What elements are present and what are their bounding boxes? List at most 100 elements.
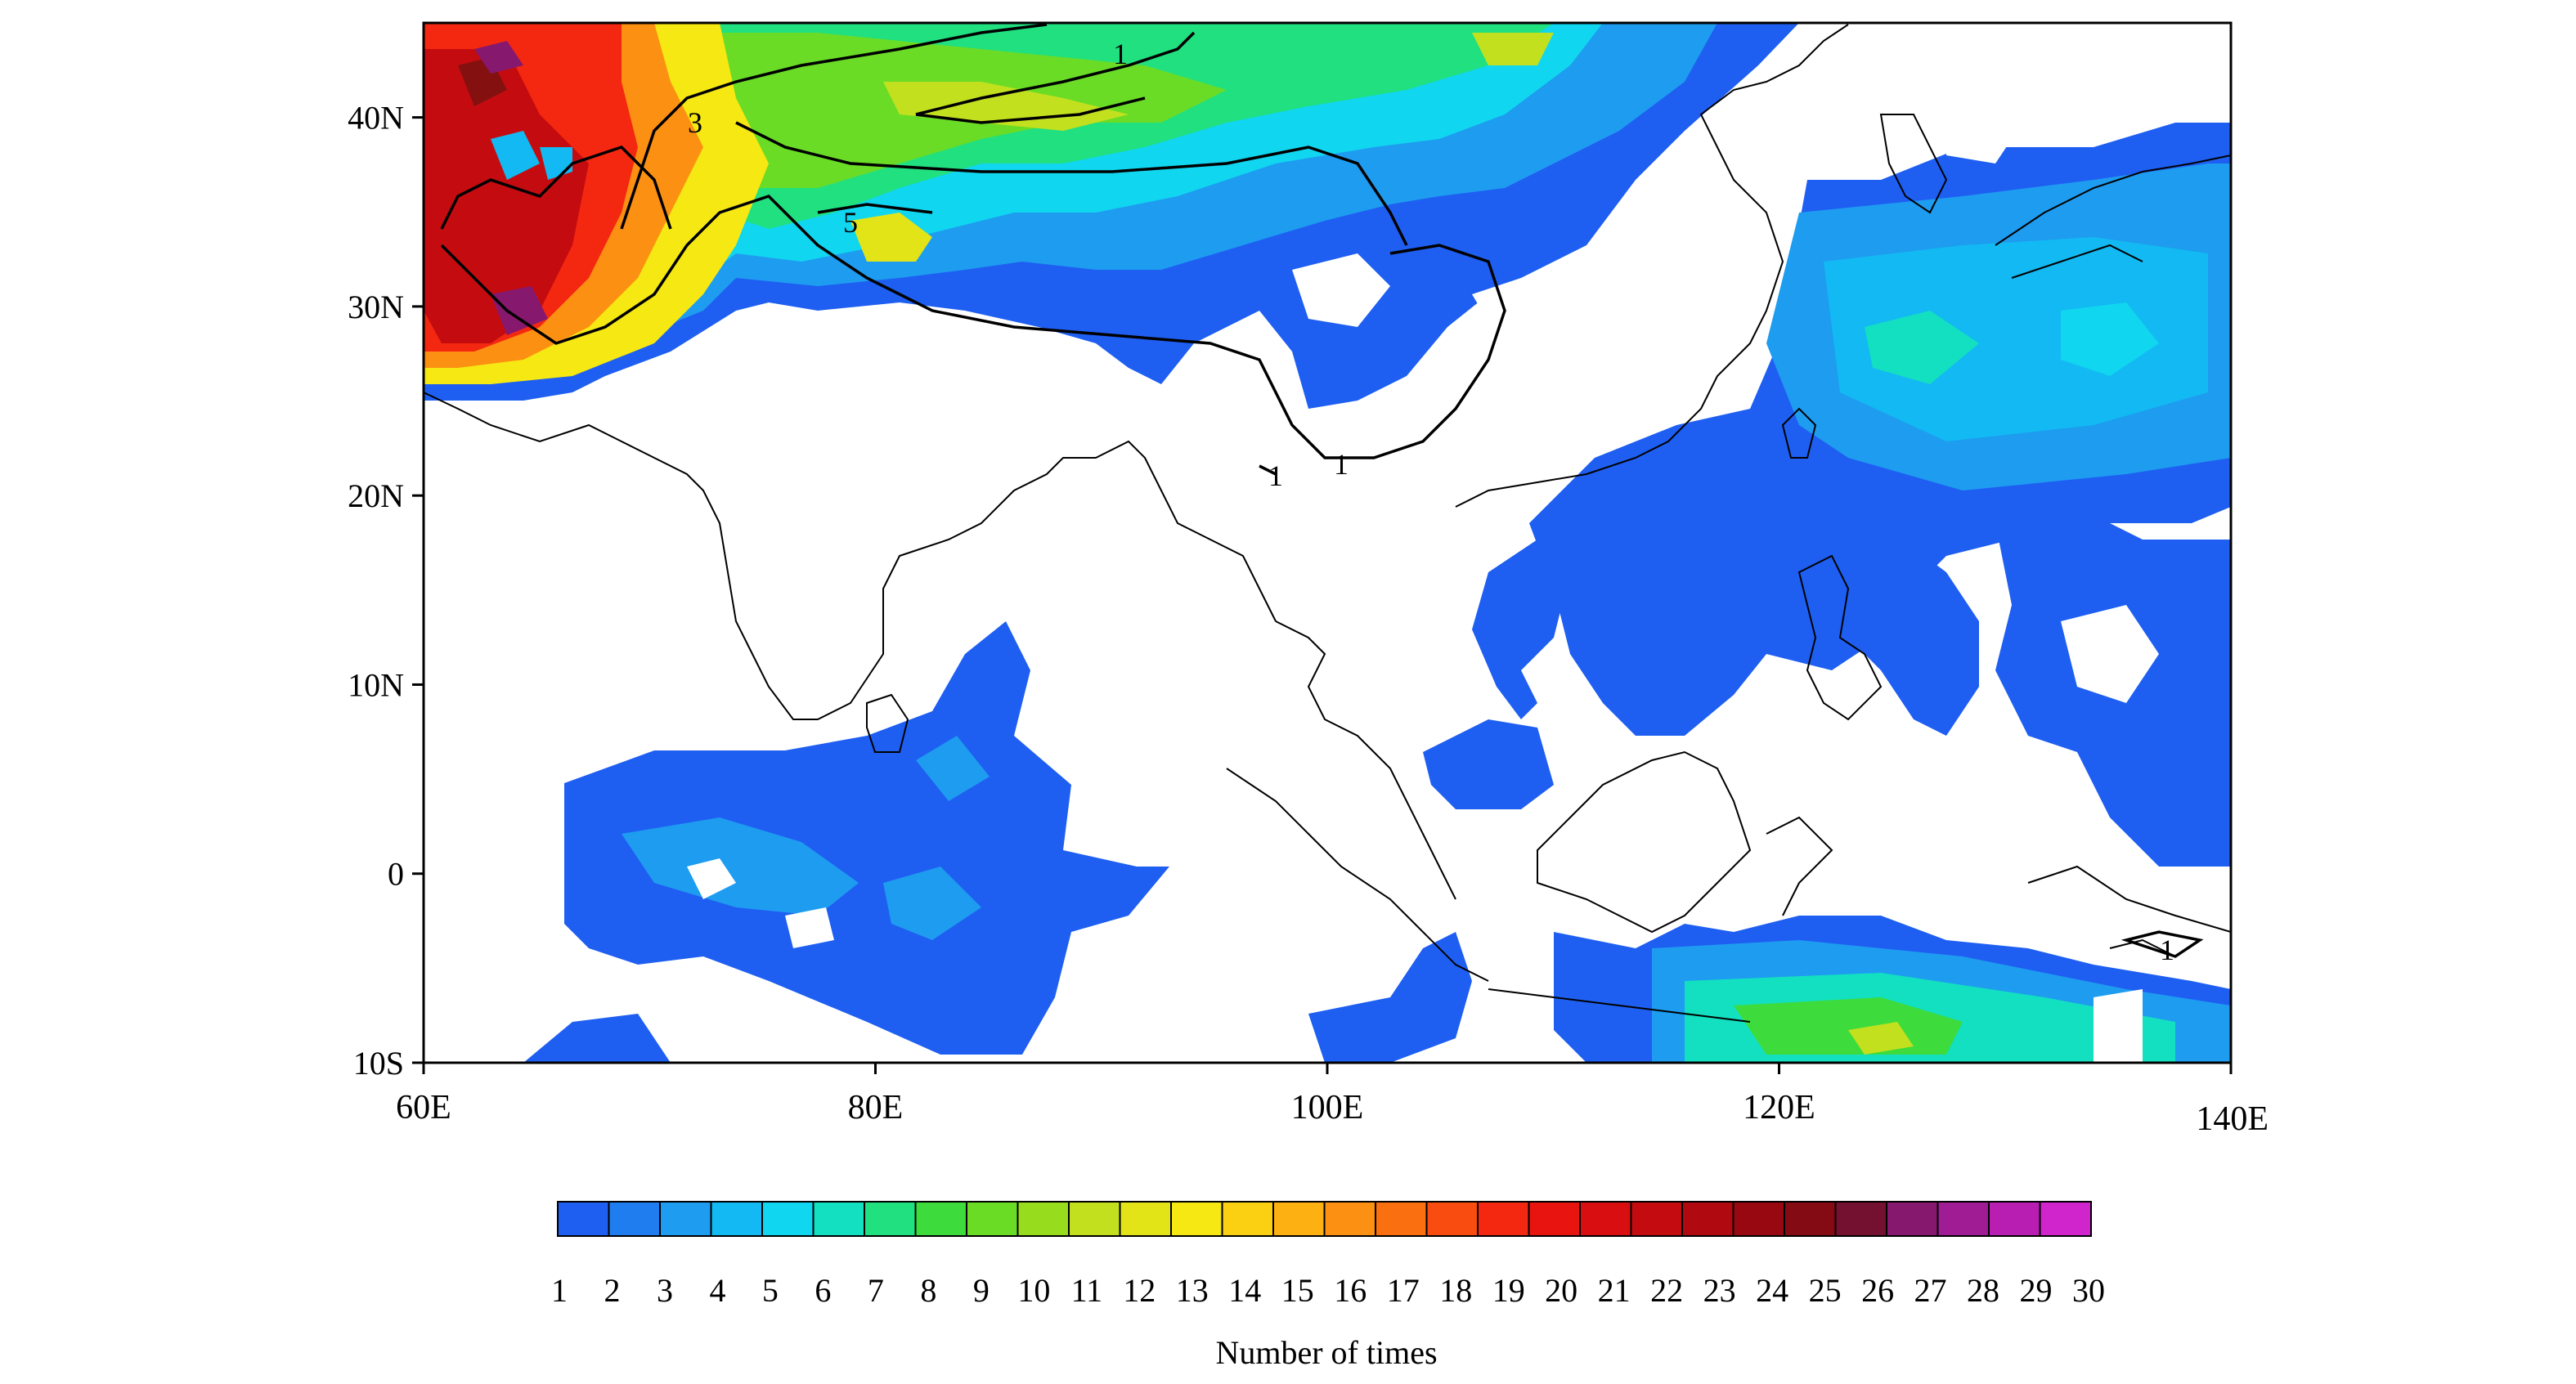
indian-ocean-region bbox=[523, 621, 1169, 1063]
colorbar-tick-label: 30 bbox=[2072, 1272, 2105, 1309]
southeast-asia-region bbox=[1308, 540, 1570, 1063]
colorbar-tick-label: 22 bbox=[1650, 1272, 1683, 1309]
contour-line-1-north bbox=[915, 31, 1196, 124]
colorbar-swatch bbox=[761, 1201, 815, 1237]
colorbar-tick-label: 16 bbox=[1334, 1272, 1367, 1309]
colorbar-swatch bbox=[1425, 1201, 1479, 1237]
x-axis: 60E 80E 100E 120E 140E bbox=[396, 1063, 2269, 1138]
colorbar-swatch bbox=[1681, 1201, 1735, 1237]
coast-srilanka bbox=[866, 693, 909, 753]
colorbar-swatch bbox=[1323, 1201, 1376, 1237]
indonesia-south-region bbox=[1554, 916, 2231, 1063]
colorbar-swatch bbox=[1834, 1201, 1887, 1237]
y-tick-label: 10S bbox=[353, 1045, 404, 1082]
colorbar-tick-label: 25 bbox=[1809, 1272, 1842, 1309]
contour-label: 1 bbox=[1268, 459, 1283, 492]
x-tick-label: 60E bbox=[396, 1089, 451, 1126]
colorbar-tick-label: 2 bbox=[604, 1272, 620, 1309]
colorbar-swatch bbox=[966, 1201, 1019, 1237]
shaded-field bbox=[424, 23, 2231, 1063]
colorbar-tick-label: 7 bbox=[868, 1272, 884, 1309]
contour-line-1-plateau bbox=[440, 194, 1506, 459]
y-axis: 10S 0 10N 20N 30N 40N bbox=[348, 100, 424, 1082]
colorbar-tick-label: 13 bbox=[1176, 1272, 1209, 1309]
y-tick-label: 30N bbox=[348, 289, 404, 325]
coast-sulawesi-newguinea bbox=[1766, 816, 2231, 957]
colorbar-swatch bbox=[1988, 1201, 2041, 1237]
x-tick-label: 80E bbox=[848, 1089, 904, 1126]
colorbar-swatch bbox=[1886, 1201, 1939, 1237]
contour-line-3 bbox=[620, 23, 1408, 246]
colorbar-swatch bbox=[812, 1201, 865, 1237]
contour-labels: 1 3 5 1 1 1 bbox=[688, 38, 2174, 966]
coast-indochina bbox=[1275, 620, 1456, 900]
contour-label: 1 bbox=[1334, 448, 1349, 481]
y-tick-label: 0 bbox=[388, 856, 404, 893]
colorbar-tick-label: 3 bbox=[657, 1272, 673, 1309]
colorbar-tick-label: 23 bbox=[1703, 1272, 1736, 1309]
contour-lines bbox=[440, 23, 2204, 958]
colorbar-swatch bbox=[1630, 1201, 1683, 1237]
colorbar-swatch bbox=[659, 1201, 712, 1237]
coast-arabia-india bbox=[424, 392, 1277, 720]
y-tick-label: 20N bbox=[348, 477, 404, 514]
colorbar-title: Number of times bbox=[1215, 1334, 1437, 1371]
contour-line-5 bbox=[440, 145, 933, 230]
colorbar-tick-label: 29 bbox=[2020, 1272, 2053, 1309]
y-tick-label: 40N bbox=[348, 100, 404, 137]
colorbar-tick-label: 28 bbox=[1967, 1272, 1999, 1309]
colorbar-swatch bbox=[1068, 1201, 1121, 1237]
colorbar-tick-label: 21 bbox=[1598, 1272, 1631, 1309]
colorbar-tick-label: 12 bbox=[1123, 1272, 1156, 1309]
contour-label: 1 bbox=[2160, 934, 2174, 966]
colorbar-swatch bbox=[1936, 1201, 1990, 1237]
colorbar-tick-label: 8 bbox=[920, 1272, 936, 1309]
colorbar-tick-label: 10 bbox=[1017, 1272, 1050, 1309]
colorbar-swatch bbox=[1170, 1201, 1223, 1237]
contour-line-1-pacific bbox=[2120, 930, 2204, 958]
colorbar-swatch bbox=[710, 1201, 763, 1237]
x-tick-label: 140E bbox=[2196, 1100, 2269, 1138]
colorbar-swatch bbox=[864, 1201, 917, 1237]
contour-label: 5 bbox=[843, 206, 858, 239]
coast-korea bbox=[1879, 114, 1948, 214]
coast-philippines bbox=[1797, 554, 1883, 721]
colorbar-tick-label: 14 bbox=[1228, 1272, 1261, 1309]
nw-hotspot-region bbox=[424, 23, 769, 384]
colorbar-swatch bbox=[1477, 1201, 1530, 1237]
contour-label: 3 bbox=[688, 106, 702, 139]
colorbar-tick-label: 17 bbox=[1387, 1272, 1420, 1309]
coast-china-east bbox=[1455, 24, 1849, 508]
colorbar-swatch bbox=[608, 1201, 661, 1237]
colorbar-tick-label: 1 bbox=[551, 1272, 568, 1309]
colorbar-tick-label: 19 bbox=[1492, 1272, 1525, 1309]
coast-malay bbox=[1226, 768, 1489, 982]
coast-japan bbox=[1995, 155, 2231, 279]
colorbar-tick-label: 5 bbox=[762, 1272, 779, 1309]
y-tick-label: 10N bbox=[348, 666, 404, 703]
colorbar-tick-label: 11 bbox=[1071, 1272, 1103, 1309]
colorbar-swatch bbox=[1119, 1201, 1172, 1237]
x-tick-label: 120E bbox=[1743, 1089, 1815, 1126]
colorbar-swatch bbox=[557, 1201, 610, 1237]
colorbar-swatch bbox=[1579, 1201, 1632, 1237]
colorbar-swatch bbox=[1732, 1201, 1785, 1237]
colorbar-swatch bbox=[1528, 1201, 1581, 1237]
colorbar-tick-label: 24 bbox=[1756, 1272, 1788, 1309]
contour-label: 1 bbox=[1113, 38, 1128, 70]
colorbar-tick-label: 9 bbox=[973, 1272, 990, 1309]
philippines-pacific-region bbox=[1799, 507, 2231, 867]
contour-line-1-indochina bbox=[1259, 464, 1277, 476]
colorbar-tick-label: 4 bbox=[709, 1272, 725, 1309]
x-tick-label: 100E bbox=[1291, 1089, 1364, 1126]
colorbar-swatch bbox=[1784, 1201, 1837, 1237]
colorbar-tick-label: 15 bbox=[1281, 1272, 1314, 1309]
colorbar-swatch bbox=[1375, 1201, 1428, 1237]
colorbar-tick-label: 18 bbox=[1439, 1272, 1472, 1309]
colorbar-tick-label: 26 bbox=[1861, 1272, 1894, 1309]
colorbar-tick-label: 20 bbox=[1545, 1272, 1577, 1309]
colorbar: 1 2 3 4 5 6 7 8 9 10 11 12 13 14 15 16 17 18 19 20 21 22 23 24 2… bbox=[551, 1201, 2105, 1309]
coast-java bbox=[1488, 988, 1751, 1023]
colorbar-swatch bbox=[2039, 1201, 2092, 1237]
